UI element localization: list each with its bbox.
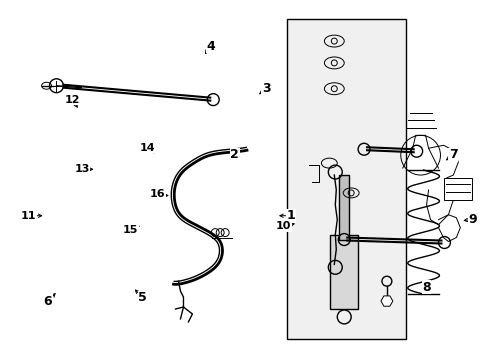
Text: 9: 9 [468,213,476,226]
Polygon shape [380,296,392,306]
Text: 5: 5 [138,291,147,305]
Bar [444,178,471,200]
Text: 12: 12 [64,95,80,105]
Text: 16: 16 [149,189,164,199]
Text: 2: 2 [230,148,239,162]
Text: 6: 6 [43,295,52,308]
Text: 4: 4 [206,40,214,53]
Text: 7: 7 [448,148,457,162]
Text: 14: 14 [140,143,155,153]
Text: 1: 1 [285,209,294,222]
Bar [286,19,405,339]
Text: 3: 3 [262,82,270,95]
Text: 15: 15 [122,225,138,235]
Text: 11: 11 [21,211,36,221]
Bar [339,175,348,239]
Text: 8: 8 [421,281,430,294]
Bar [330,235,357,309]
Text: 10: 10 [275,221,290,231]
Text: 13: 13 [74,164,89,174]
